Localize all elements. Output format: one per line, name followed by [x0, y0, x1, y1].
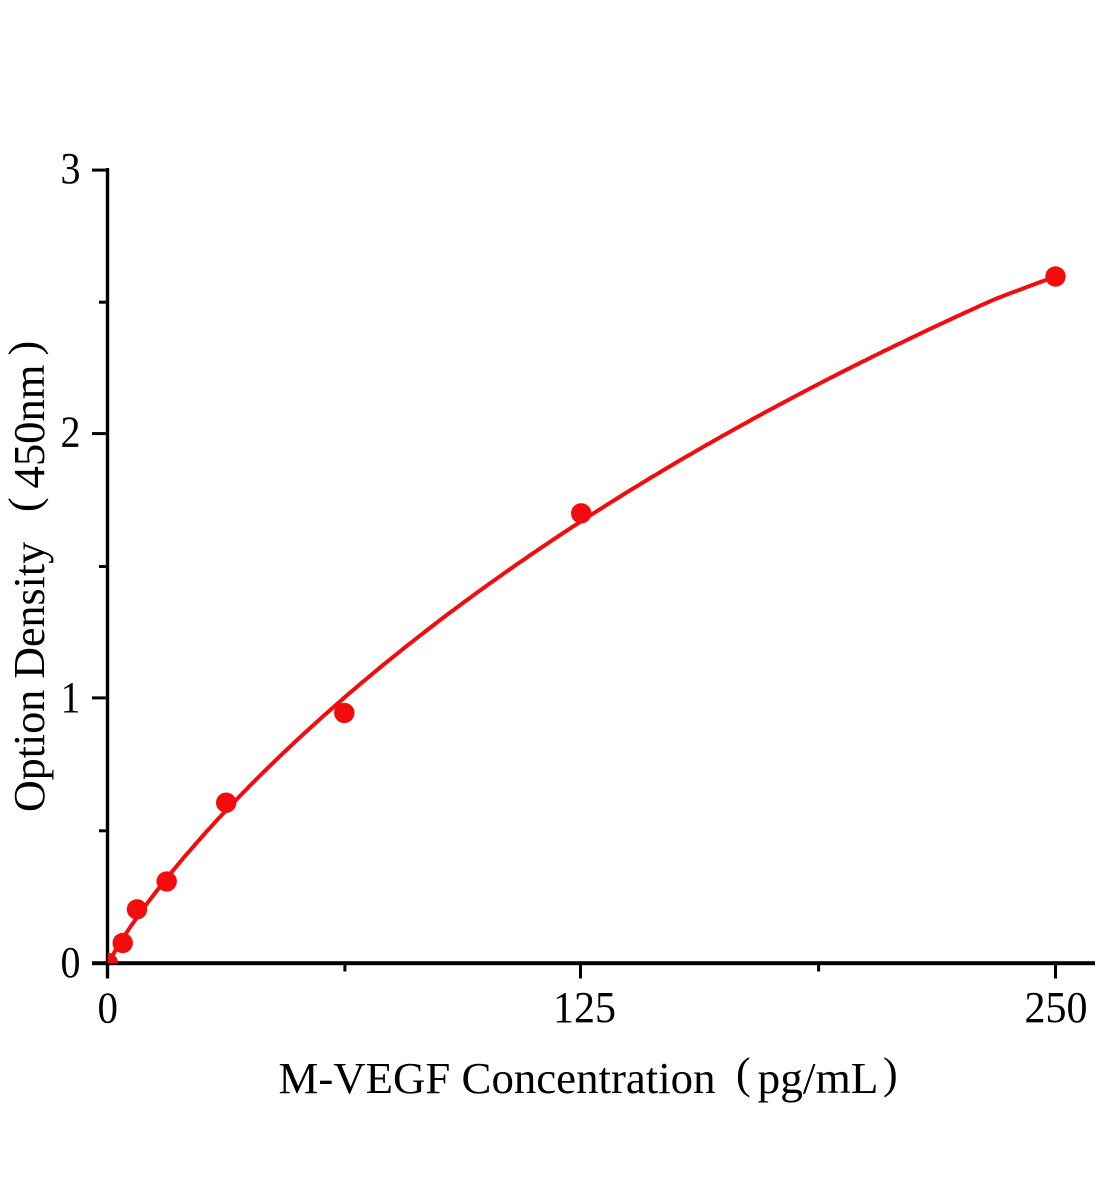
svg-text:pg/mL: pg/mL — [758, 1054, 879, 1103]
svg-text:(: ( — [0, 497, 49, 512]
svg-text:2: 2 — [61, 408, 81, 457]
svg-text:450nm: 450nm — [5, 365, 54, 489]
svg-text:): ) — [883, 1049, 898, 1098]
svg-text:Option Density: Option Density — [5, 542, 54, 812]
svg-text:(: ( — [736, 1049, 751, 1098]
svg-text:1: 1 — [61, 673, 81, 722]
svg-text:): ) — [0, 341, 49, 356]
svg-text:250: 250 — [1025, 983, 1088, 1032]
svg-text:0: 0 — [98, 984, 119, 1033]
svg-text:M-VEGF Concentration: M-VEGF Concentration — [279, 1054, 716, 1103]
svg-text:125: 125 — [553, 983, 616, 1032]
svg-text:0: 0 — [61, 938, 81, 987]
svg-text:3: 3 — [61, 144, 81, 193]
